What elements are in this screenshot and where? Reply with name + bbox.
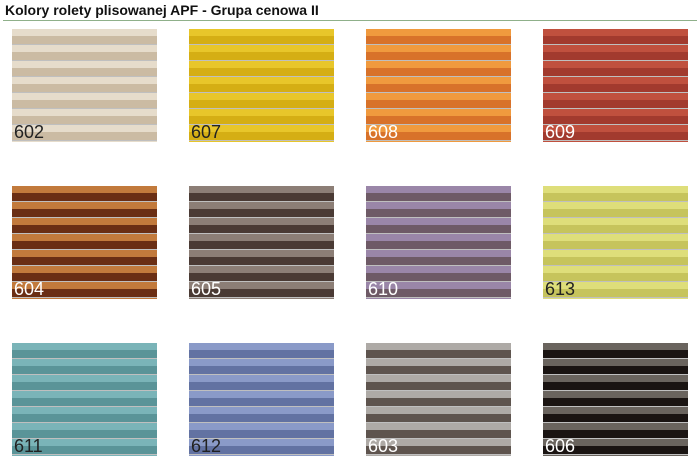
color-swatch-609[interactable]: 609 xyxy=(543,29,688,142)
swatch-code: 605 xyxy=(191,279,222,299)
swatch-code: 609 xyxy=(545,122,576,142)
color-swatch-602[interactable]: 602 xyxy=(12,29,157,142)
page-title: Kolory rolety plisowanej APF - Grupa cen… xyxy=(5,2,319,18)
color-swatch-606[interactable]: 606 xyxy=(543,343,688,456)
title-divider xyxy=(3,20,697,21)
swatch-code: 602 xyxy=(14,122,45,142)
swatch-code: 612 xyxy=(191,436,222,456)
swatch-code: 607 xyxy=(191,122,222,142)
swatch-code: 610 xyxy=(368,279,399,299)
swatch-code: 606 xyxy=(545,436,576,456)
color-swatch-611[interactable]: 611 xyxy=(12,343,157,456)
color-swatch-604[interactable]: 604 xyxy=(12,186,157,299)
color-swatch-607[interactable]: 607 xyxy=(189,29,334,142)
swatch-code: 603 xyxy=(368,436,399,456)
color-swatch-610[interactable]: 610 xyxy=(366,186,511,299)
swatch-code: 611 xyxy=(14,436,43,456)
swatch-code: 608 xyxy=(368,122,399,142)
color-swatch-613[interactable]: 613 xyxy=(543,186,688,299)
color-swatch-603[interactable]: 603 xyxy=(366,343,511,456)
swatch-code: 604 xyxy=(14,279,45,299)
color-swatch-605[interactable]: 605 xyxy=(189,186,334,299)
color-swatch-608[interactable]: 608 xyxy=(366,29,511,142)
color-swatch-612[interactable]: 612 xyxy=(189,343,334,456)
swatch-code: 613 xyxy=(545,279,576,299)
